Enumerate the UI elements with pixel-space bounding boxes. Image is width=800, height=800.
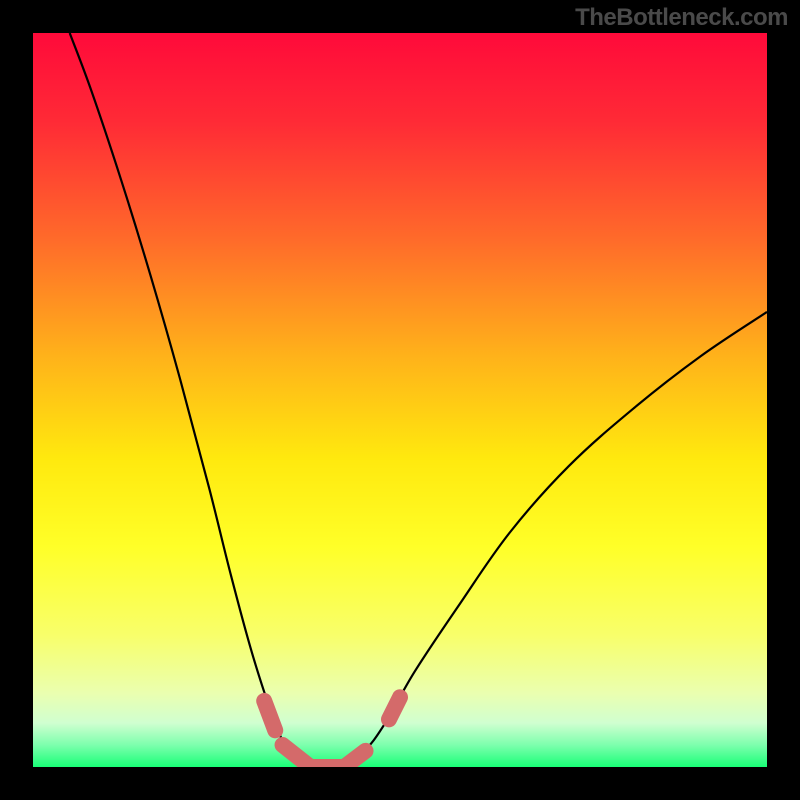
watermark-text: TheBottleneck.com xyxy=(575,4,788,32)
chart-plot-area xyxy=(33,33,767,767)
overlay-segment xyxy=(264,701,275,730)
chart-svg xyxy=(33,33,767,767)
overlay-segment xyxy=(389,697,400,719)
chart-curve xyxy=(70,33,767,767)
overlay-segment xyxy=(344,751,365,767)
